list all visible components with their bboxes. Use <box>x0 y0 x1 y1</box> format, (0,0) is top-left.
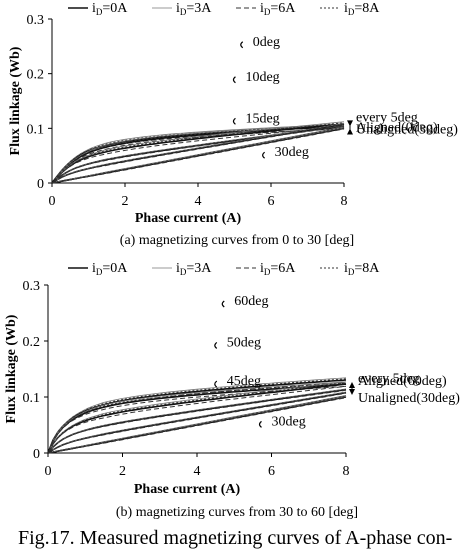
curve-55deg-1 <box>47 381 347 454</box>
angle-arrow <box>240 41 244 49</box>
legend-item: iD=0A <box>68 261 128 277</box>
curve-0deg-2 <box>51 128 345 184</box>
legend-label: iD=6A <box>260 261 296 277</box>
x-axis-label: Phase current (A) <box>135 211 242 226</box>
curve-5deg-2 <box>51 127 345 184</box>
legend-label: iD=0A <box>92 1 128 17</box>
curve-15deg-3 <box>51 125 345 184</box>
y-tick-label: 0.2 <box>23 335 41 350</box>
x-tick-label: 8 <box>343 464 350 479</box>
chart-a: 0 0.1 0.2 0.3 0 2 4 6 8 Phase current (A) Flux lin… <box>8 1 458 226</box>
legend-label: iD=8A <box>344 1 380 17</box>
angle-arrow <box>232 117 236 125</box>
x-tick-label: 0 <box>49 194 56 209</box>
angle-label: 50deg <box>227 335 261 350</box>
x-tick-label: 4 <box>194 464 201 479</box>
x-tick-label: 2 <box>122 194 129 209</box>
y-tick-label: 0.3 <box>27 13 45 28</box>
y-axis-label: Flux linkage (Wb) <box>8 46 23 155</box>
angle-arrow <box>232 76 236 84</box>
y-tick-label: 0.1 <box>27 122 45 137</box>
curve-20deg-2 <box>51 124 345 184</box>
angle-label: 60deg <box>234 294 268 309</box>
bracket-arrow-bottom <box>347 120 353 127</box>
curve-30deg-3 <box>47 396 347 454</box>
x-tick-label: 2 <box>119 464 126 479</box>
x-tick-label: 0 <box>45 464 52 479</box>
legend-item: iD=3A <box>152 1 212 17</box>
curve-30deg-2 <box>47 397 347 454</box>
caption-b: (b) magnetizing curves from 30 to 60 [de… <box>115 505 359 520</box>
legend-item: iD=8A <box>320 261 380 277</box>
legend-label: iD=3A <box>176 1 212 17</box>
curve-10deg-3 <box>51 122 345 184</box>
step-label: every 5deg <box>356 110 418 125</box>
step-label: every 5deg <box>358 372 420 387</box>
angle-label: 30deg <box>275 145 309 160</box>
legend-item: iD=3A <box>152 261 212 277</box>
x-tick-label: 8 <box>341 194 348 209</box>
curve-45deg-3 <box>47 388 347 454</box>
angle-label: 10deg <box>245 70 279 85</box>
curve-45deg-2 <box>47 389 347 454</box>
angle-label: 0deg <box>253 35 280 50</box>
curve-5deg-3 <box>51 124 345 184</box>
angle-arrow <box>214 341 218 349</box>
angle-arrow <box>221 300 225 308</box>
y-tick-label: 0.1 <box>23 391 41 406</box>
bracket-arrow-top <box>349 382 355 389</box>
curve-10deg-0 <box>51 123 345 184</box>
bracket-arrow-top <box>347 128 353 135</box>
y-tick-label: 0.2 <box>27 68 45 83</box>
legend-item: iD=6A <box>236 261 296 277</box>
y-tick-label: 0 <box>37 177 44 192</box>
curve-60deg-1 <box>47 377 347 454</box>
angle-label: 45deg <box>227 374 261 389</box>
caption-a: (a) magnetizing curves from 0 to 30 [deg… <box>119 233 355 248</box>
angle-label: 30deg <box>272 414 306 429</box>
x-tick-label: 4 <box>195 194 202 209</box>
y-tick-label: 0.3 <box>23 279 41 294</box>
legend-label: iD=0A <box>92 261 128 277</box>
x-tick-label: 6 <box>268 194 275 209</box>
angle-arrow <box>258 420 262 428</box>
unaligned-label: Unaligned(30deg) <box>356 122 458 137</box>
unaligned-label: Unaligned(30deg) <box>358 391 460 406</box>
x-axis-label: Phase current (A) <box>134 482 241 497</box>
legend-label: iD=3A <box>176 261 212 277</box>
curve-10deg-2 <box>51 125 345 184</box>
aligned-label: Aligned(60deg) <box>358 374 447 389</box>
chart-b: 0 0.1 0.2 0.3 0 2 4 6 8 Phase current (A) Flux lin… <box>4 261 460 497</box>
curve-10deg-1 <box>51 121 345 184</box>
y-axis-label: Flux linkage (Wb) <box>4 314 19 423</box>
angle-arrow <box>262 151 266 159</box>
bracket-arrow-bottom <box>349 389 355 395</box>
curve-30deg-2 <box>51 128 345 184</box>
legend-label: iD=8A <box>344 261 380 277</box>
aligned-label: Aligned(0deg) <box>356 120 438 135</box>
angle-label: 15deg <box>245 111 279 126</box>
y-tick-label: 0 <box>33 447 40 462</box>
curve-40deg-3 <box>47 391 347 454</box>
curve-50deg-2 <box>47 385 347 454</box>
legend-item: iD=6A <box>236 1 296 17</box>
curve-30deg-3 <box>51 127 345 184</box>
x-tick-label: 6 <box>268 464 275 479</box>
curve-50deg-0 <box>47 383 347 454</box>
curve-60deg-2 <box>47 381 347 454</box>
curve-50deg-1 <box>47 381 347 454</box>
curve-50deg-3 <box>47 382 347 454</box>
legend-item: iD=0A <box>68 1 128 17</box>
legend-item: iD=8A <box>320 1 380 17</box>
figure-caption: Fig.17. Measured magnetizing curves of A… <box>18 527 453 549</box>
angle-arrow <box>214 380 218 388</box>
curve-20deg-3 <box>51 123 345 184</box>
legend-label: iD=6A <box>260 1 296 17</box>
curve-60deg-3 <box>47 378 347 454</box>
curve-40deg-2 <box>47 392 347 454</box>
